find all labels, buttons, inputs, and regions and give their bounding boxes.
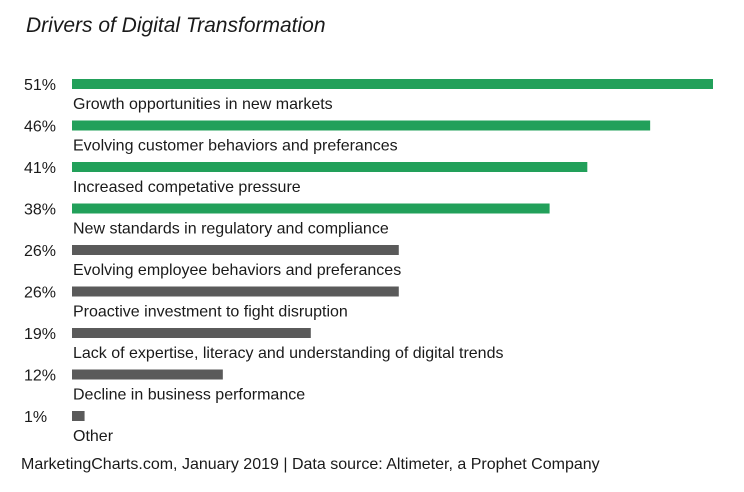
bar-group: 51% Growth opportunities in new markets 46… bbox=[24, 77, 713, 445]
value-label: 26% bbox=[24, 285, 56, 302]
category-label: Growth opportunities in new markets bbox=[73, 96, 333, 113]
bar bbox=[72, 369, 223, 380]
category-label: New standards in regulatory and complian… bbox=[73, 221, 389, 238]
bar bbox=[72, 162, 588, 172]
value-label: 12% bbox=[24, 368, 56, 385]
bar bbox=[72, 286, 399, 297]
category-label: Increased competative pressure bbox=[73, 179, 301, 196]
category-label: Other bbox=[73, 428, 114, 445]
value-label: 38% bbox=[24, 202, 56, 219]
chart-title: Drivers of Digital Transformation bbox=[26, 14, 326, 37]
bar bbox=[72, 79, 713, 89]
value-label: 41% bbox=[24, 160, 56, 177]
category-label: Decline in business performance bbox=[73, 387, 305, 404]
value-label: 19% bbox=[24, 326, 56, 343]
value-label: 26% bbox=[24, 243, 56, 260]
category-label: Lack of expertise, literacy and understa… bbox=[73, 345, 503, 362]
bar bbox=[72, 328, 311, 338]
bar bbox=[72, 245, 399, 255]
bar bbox=[72, 411, 85, 421]
category-label: Proactive investment to fight disruption bbox=[73, 304, 348, 321]
chart-source-note: MarketingCharts.com, January 2019 | Data… bbox=[21, 456, 600, 473]
bar bbox=[72, 203, 550, 214]
category-label: Evolving customer behaviors and preferan… bbox=[73, 138, 398, 155]
category-label: Evolving employee behaviors and preferan… bbox=[73, 262, 401, 279]
value-label: 46% bbox=[24, 119, 56, 136]
value-label: 51% bbox=[24, 77, 56, 94]
bar bbox=[72, 120, 651, 131]
value-label: 1% bbox=[24, 409, 47, 426]
